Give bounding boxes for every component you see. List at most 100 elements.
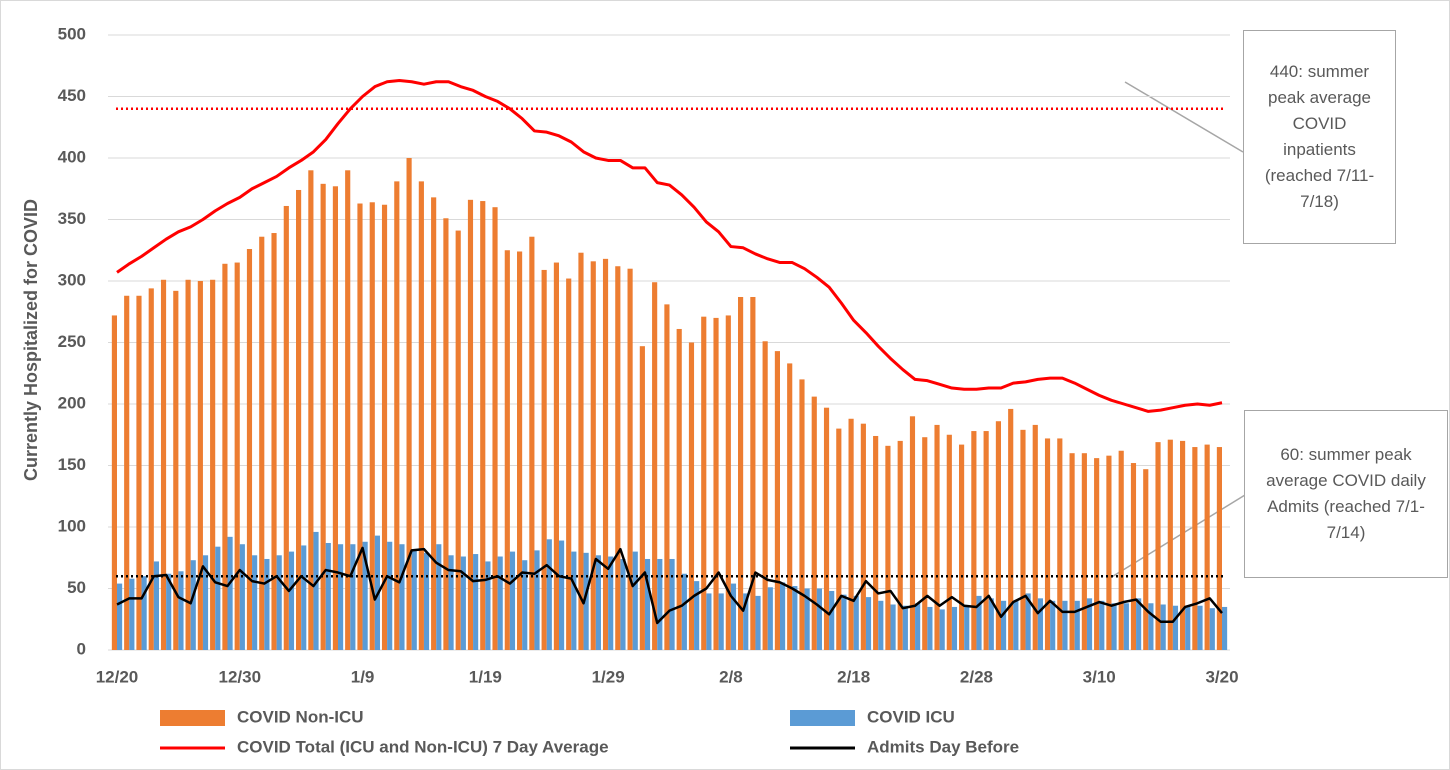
x-tick-label: 1/9 [351, 667, 375, 686]
y-tick-label: 250 [58, 332, 86, 351]
bar [1086, 598, 1093, 650]
bar [909, 416, 916, 650]
bar [676, 328, 682, 650]
bar [1037, 598, 1043, 650]
y-axis-label: Currently Hospitalized for COVID [21, 199, 41, 481]
bar [308, 170, 314, 651]
bar [873, 435, 879, 650]
bar [848, 418, 854, 650]
bar [627, 268, 633, 650]
bar [664, 304, 670, 650]
bar [1074, 600, 1080, 650]
bar [738, 296, 744, 650]
bar [787, 363, 793, 650]
y-tick-label: 400 [58, 147, 86, 166]
bar [332, 186, 338, 651]
bar [357, 203, 363, 650]
bar [1197, 605, 1203, 650]
bar [836, 428, 842, 650]
bar [153, 561, 159, 650]
bar [780, 582, 786, 650]
bar [1025, 593, 1031, 650]
bar [823, 407, 830, 650]
bar [1094, 458, 1100, 650]
x-tick-label: 3/10 [1083, 667, 1116, 686]
bar [411, 550, 417, 650]
bar [1013, 600, 1019, 650]
bar [497, 556, 503, 650]
bar [264, 558, 270, 650]
bar [423, 552, 430, 650]
bar [148, 288, 154, 650]
bar [522, 560, 528, 650]
bar [566, 278, 572, 650]
bar [166, 573, 172, 650]
bar [553, 262, 559, 650]
bar [1216, 447, 1222, 650]
bar [1123, 603, 1129, 650]
bar [983, 431, 989, 650]
bar [271, 233, 277, 650]
x-tick-label: 2/18 [837, 667, 870, 686]
bar [725, 315, 731, 650]
bar [657, 558, 663, 650]
bar [811, 396, 817, 650]
legend-label: COVID Total (ICU and Non-ICU) 7 Day Aver… [237, 737, 609, 756]
x-tick-label: 12/30 [219, 667, 262, 686]
bar [185, 279, 191, 650]
bar [1143, 469, 1149, 650]
bar [301, 545, 307, 650]
bar [755, 595, 761, 650]
bar [1185, 605, 1191, 650]
bar [1118, 450, 1124, 650]
bar [313, 531, 319, 650]
y-tick-label: 100 [58, 516, 86, 535]
callout-connector [1109, 494, 1246, 579]
bar [1008, 408, 1014, 650]
bar [583, 552, 589, 650]
bar [259, 236, 265, 650]
bar [1222, 606, 1228, 650]
bar [590, 261, 596, 650]
bar [885, 445, 891, 650]
bar [1044, 438, 1051, 650]
bar [1062, 600, 1068, 650]
bar [1032, 424, 1038, 650]
y-tick-label: 350 [58, 209, 86, 228]
bar [934, 424, 940, 650]
bar [964, 606, 970, 650]
bar [1148, 603, 1154, 650]
bar [774, 351, 780, 650]
bar [252, 555, 258, 650]
bar [436, 544, 442, 650]
bar [694, 581, 700, 650]
y-tick-label: 200 [58, 393, 86, 412]
bar [571, 551, 577, 650]
bar [602, 258, 609, 650]
y-tick-label: 50 [67, 578, 86, 597]
bar [971, 431, 977, 650]
bar [473, 554, 479, 650]
bar [804, 588, 810, 650]
callout-connector [1124, 81, 1244, 153]
bar [713, 317, 719, 650]
bar [210, 279, 216, 650]
bar [227, 536, 233, 650]
bar [1050, 600, 1056, 650]
bar [394, 181, 400, 650]
bar [1160, 604, 1166, 650]
bar [897, 440, 903, 650]
x-tick-label: 1/29 [592, 667, 625, 686]
bar [546, 539, 552, 650]
line-series [116, 546, 1223, 625]
bar [767, 587, 773, 650]
bar [276, 555, 282, 650]
bar [431, 197, 437, 651]
bar [381, 204, 388, 651]
legend-label: COVID Non-ICU [237, 707, 364, 726]
bar [1069, 453, 1075, 650]
y-tick-label: 300 [58, 270, 86, 289]
bar [1192, 447, 1198, 650]
bar [595, 555, 601, 650]
